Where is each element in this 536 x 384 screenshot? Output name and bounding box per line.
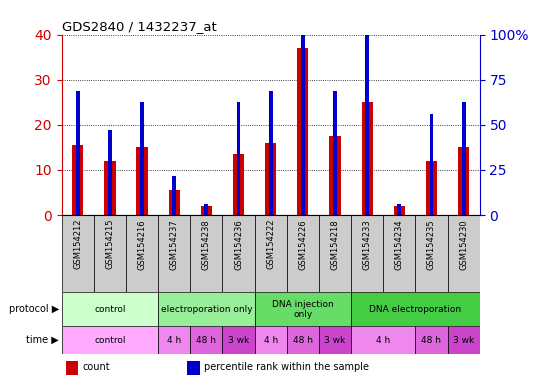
Bar [383, 215, 415, 293]
Bar [190, 215, 222, 293]
Text: control: control [94, 336, 125, 345]
Bar [168, 190, 180, 215]
Bar [104, 161, 116, 215]
Text: GSM154234: GSM154234 [395, 219, 404, 270]
Bar [297, 48, 308, 215]
Text: 48 h: 48 h [196, 336, 217, 345]
Text: DNA injection
only: DNA injection only [272, 300, 334, 319]
Text: DNA electroporation: DNA electroporation [369, 305, 461, 314]
Bar [448, 326, 480, 354]
Bar [201, 206, 212, 215]
Bar [94, 215, 126, 293]
Text: GSM154216: GSM154216 [138, 219, 146, 270]
Bar [136, 147, 148, 215]
Bar [158, 326, 190, 354]
Text: control: control [94, 305, 125, 314]
Text: GSM154237: GSM154237 [170, 219, 178, 270]
Text: GSM154222: GSM154222 [266, 219, 275, 270]
Bar [204, 204, 209, 215]
Text: GDS2840 / 1432237_at: GDS2840 / 1432237_at [62, 20, 217, 33]
Bar [62, 215, 94, 293]
Bar [426, 161, 437, 215]
Bar [448, 215, 480, 293]
Bar [461, 102, 466, 215]
Bar [351, 293, 480, 326]
Bar [126, 215, 158, 293]
Bar [140, 102, 144, 215]
Text: 4 h: 4 h [167, 336, 181, 345]
Bar [397, 204, 401, 215]
Bar [190, 326, 222, 354]
Bar [415, 326, 448, 354]
Text: GSM154235: GSM154235 [427, 219, 436, 270]
Text: 3 wk: 3 wk [228, 336, 249, 345]
Text: GSM154226: GSM154226 [299, 219, 307, 270]
Bar [351, 326, 415, 354]
Bar [76, 91, 80, 215]
Bar [172, 175, 176, 215]
Bar [66, 361, 78, 375]
Bar [255, 293, 351, 326]
Text: electroporation only: electroporation only [161, 305, 252, 314]
Text: GSM154230: GSM154230 [459, 219, 468, 270]
Bar [222, 215, 255, 293]
Bar [187, 361, 199, 375]
Bar [365, 29, 369, 215]
Bar [301, 0, 305, 215]
Bar [330, 136, 341, 215]
Text: 4 h: 4 h [376, 336, 390, 345]
Text: time ▶: time ▶ [26, 335, 59, 345]
Bar [333, 91, 337, 215]
Bar [458, 147, 470, 215]
Text: count: count [83, 362, 110, 372]
Text: 3 wk: 3 wk [324, 336, 346, 345]
Bar [158, 293, 255, 326]
Text: protocol ▶: protocol ▶ [9, 304, 59, 314]
Bar [319, 326, 351, 354]
Bar [269, 91, 273, 215]
Bar [393, 206, 405, 215]
Text: GSM154238: GSM154238 [202, 219, 211, 270]
Text: GSM154212: GSM154212 [73, 219, 82, 270]
Bar [287, 326, 319, 354]
Bar [362, 102, 373, 215]
Bar [108, 131, 112, 215]
Text: GSM154218: GSM154218 [331, 219, 339, 270]
Bar [236, 102, 241, 215]
Bar [255, 215, 287, 293]
Bar [429, 114, 434, 215]
Bar [287, 215, 319, 293]
Bar [158, 215, 190, 293]
Text: 3 wk: 3 wk [453, 336, 474, 345]
Text: GSM154236: GSM154236 [234, 219, 243, 270]
Bar [265, 143, 277, 215]
Bar [222, 326, 255, 354]
Text: 48 h: 48 h [421, 336, 442, 345]
Bar [351, 215, 383, 293]
Bar [72, 145, 84, 215]
Bar [255, 326, 287, 354]
Text: GSM154215: GSM154215 [106, 219, 114, 270]
Bar [319, 215, 351, 293]
Text: GSM154233: GSM154233 [363, 219, 371, 270]
Bar [62, 326, 158, 354]
Bar [233, 154, 244, 215]
Text: 48 h: 48 h [293, 336, 313, 345]
Bar [62, 293, 158, 326]
Bar [415, 215, 448, 293]
Text: 4 h: 4 h [264, 336, 278, 345]
Text: percentile rank within the sample: percentile rank within the sample [204, 362, 369, 372]
